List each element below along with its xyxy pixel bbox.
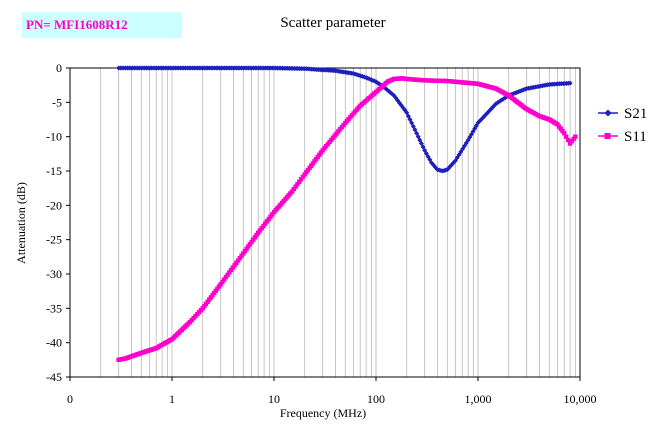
y-tick-label: -45 (46, 370, 62, 384)
y-tick-label: -5 (52, 95, 62, 109)
data-point (257, 228, 263, 233)
legend-item-s11: S11 (598, 129, 647, 145)
data-point (555, 122, 560, 127)
plot-frame (69, 67, 581, 378)
data-point (244, 246, 249, 252)
data-point (220, 279, 225, 285)
data-point (563, 134, 569, 139)
series-line (118, 67, 571, 172)
data-point (558, 126, 563, 131)
data-point (418, 141, 424, 147)
part-number-text: PN= MFI1608R12 (26, 17, 128, 32)
data-point (300, 174, 306, 180)
series-s21 (116, 65, 573, 174)
data-point (227, 270, 232, 275)
data-point (251, 237, 256, 242)
data-point (415, 134, 421, 140)
series-s11 (116, 76, 578, 363)
y-axis-label: Attenuation (dB) (14, 182, 28, 264)
data-point (297, 179, 302, 184)
y-tick-label: -35 (46, 301, 62, 315)
data-point (266, 216, 271, 222)
series-layer (116, 65, 578, 363)
data-point (410, 123, 416, 129)
data-point (293, 184, 298, 189)
data-point (567, 141, 573, 146)
y-axis-ticks: 0 -5 -10 -15 -20 -25 -30 -35 -40 -45 (46, 61, 70, 384)
data-point (263, 221, 268, 226)
data-point (560, 128, 565, 134)
data-point (571, 136, 576, 142)
data-point (232, 263, 237, 268)
data-point (295, 182, 300, 187)
legend-item-s21: S21 (598, 106, 647, 122)
data-point (270, 212, 275, 217)
data-point (221, 277, 227, 282)
data-point (569, 139, 575, 144)
data-point (414, 130, 420, 136)
data-point (228, 267, 234, 273)
grid (100, 68, 576, 377)
data-point (249, 239, 254, 245)
data-point (412, 127, 418, 133)
x-axis-ticks: 0 1 10 100 1,000 10,000 (67, 377, 597, 406)
data-point (261, 223, 266, 229)
y-tick-label: -30 (46, 267, 62, 281)
data-point (405, 113, 411, 119)
y-tick-label: -20 (46, 198, 62, 212)
data-point (225, 272, 230, 277)
x-axis-label: Frequency (MHz) (280, 406, 366, 420)
data-point (234, 260, 239, 266)
x-tick-label: 1 (169, 392, 175, 406)
data-point (420, 144, 426, 150)
data-point (565, 137, 571, 143)
data-point (407, 117, 413, 122)
data-point (254, 232, 259, 238)
data-point (242, 248, 248, 254)
data-point (241, 251, 246, 256)
data-point (268, 214, 273, 219)
data-point (239, 253, 244, 258)
x-tick-label: 10,000 (564, 392, 597, 406)
data-point (289, 189, 295, 194)
legend-label: S21 (624, 106, 647, 122)
part-number-badge: PN= MFI1608R12 (22, 12, 182, 38)
data-point (235, 258, 241, 263)
data-point (409, 120, 415, 126)
data-point (404, 110, 410, 116)
chart-title: Scatter parameter (280, 15, 385, 31)
y-tick-label: 0 (56, 61, 62, 75)
data-point (562, 131, 567, 136)
y-tick-label: -10 (46, 130, 62, 144)
data-point (252, 235, 258, 240)
data-point (417, 137, 423, 143)
legend-label: S11 (624, 129, 647, 145)
data-point (556, 124, 562, 129)
data-point (247, 242, 253, 247)
data-point (237, 255, 243, 261)
legend-marker (604, 109, 612, 117)
data-point (218, 282, 223, 287)
data-point (256, 230, 261, 235)
x-tick-label: 0 (67, 392, 73, 406)
data-point (298, 177, 304, 182)
data-point (264, 219, 270, 224)
data-point (573, 134, 578, 139)
y-tick-label: -40 (46, 336, 62, 350)
data-point (259, 226, 264, 231)
legend-marker (604, 133, 611, 139)
data-point (291, 186, 296, 192)
x-tick-label: 100 (367, 392, 385, 406)
x-tick-label: 10 (268, 392, 280, 406)
data-point (230, 265, 236, 270)
data-point (567, 80, 573, 86)
data-point (223, 274, 229, 280)
data-point (246, 244, 251, 249)
y-tick-label: -15 (46, 164, 62, 178)
x-tick-label: 1,000 (465, 392, 492, 406)
y-tick-label: -25 (46, 233, 62, 247)
